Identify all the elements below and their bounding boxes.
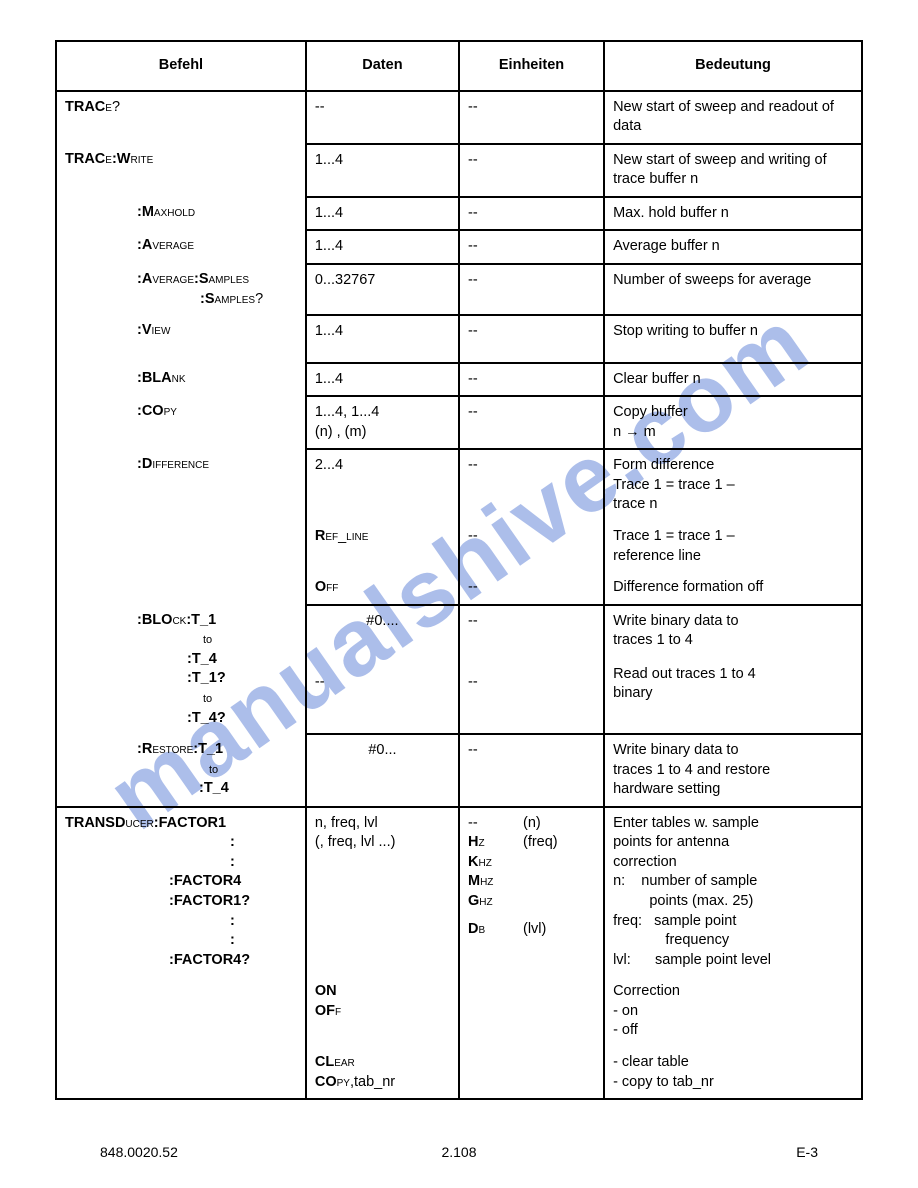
daten: Ref_line bbox=[306, 521, 459, 572]
daten: 1...4 bbox=[306, 315, 459, 363]
daten: 1...4 bbox=[306, 363, 459, 397]
bedeutung: Copy buffer n → m bbox=[604, 396, 862, 449]
cmd: TRAC bbox=[65, 99, 105, 115]
header-befehl: Befehl bbox=[56, 41, 306, 91]
header-bedeutung: Bedeutung bbox=[604, 41, 862, 91]
bedeutung: Average buffer n bbox=[604, 230, 862, 264]
daten: n, freq, lvl (, freq, lvl ...) bbox=[306, 807, 459, 977]
table-row: :BLAnk 1...4 -- Clear buffer n bbox=[56, 363, 862, 397]
header-daten: Daten bbox=[306, 41, 459, 91]
table-header-row: Befehl Daten Einheiten Bedeutung bbox=[56, 41, 862, 91]
einheiten: --(n) Hz(freq) Khz Mhz Ghz Db(lvl) bbox=[459, 807, 604, 977]
bedeutung: Difference formation off bbox=[604, 572, 862, 605]
table-row: :COpy 1...4, 1...4 (n) , (m) -- Copy buf… bbox=[56, 396, 862, 449]
bedeutung: Max. hold buffer n bbox=[604, 197, 862, 231]
einheiten: -- bbox=[459, 315, 604, 363]
einheiten: -- bbox=[459, 572, 604, 605]
einheiten: -- bbox=[459, 449, 604, 521]
daten: #0.... -- bbox=[306, 605, 459, 734]
einheiten: -- bbox=[459, 197, 604, 231]
daten: ON OFf bbox=[306, 976, 459, 1047]
daten: Off bbox=[306, 572, 459, 605]
table-row: :Maxhold 1...4 -- Max. hold buffer n bbox=[56, 197, 862, 231]
header-einheiten: Einheiten bbox=[459, 41, 604, 91]
einheiten: -- bbox=[459, 264, 604, 315]
bedeutung: Write binary data to traces 1 to 4 and r… bbox=[604, 734, 862, 807]
bedeutung: Trace 1 = trace 1 – reference line bbox=[604, 521, 862, 572]
bedeutung: New start of sweep and readout of data bbox=[604, 91, 862, 144]
einheiten: -- bbox=[459, 734, 604, 807]
table-row: TRACe? -- -- New start of sweep and read… bbox=[56, 91, 862, 144]
einheiten bbox=[459, 976, 604, 1047]
einheiten bbox=[459, 1047, 604, 1099]
footer-center: 2.108 bbox=[0, 1144, 918, 1160]
einheiten: -- bbox=[459, 521, 604, 572]
bedeutung: - clear table - copy to tab_nr bbox=[604, 1047, 862, 1099]
einheiten: -- bbox=[459, 144, 604, 197]
daten: 1...4 bbox=[306, 230, 459, 264]
table-row: :Restore:T_1 to :T_4 #0... -- Write bina… bbox=[56, 734, 862, 807]
table-row: :Difference 2...4 -- Form difference Tra… bbox=[56, 449, 862, 521]
bedeutung: Enter tables w. samplepoints for antenna… bbox=[604, 807, 862, 977]
bedeutung: Number of sweeps for average bbox=[604, 264, 862, 315]
document-page: Befehl Daten Einheiten Bedeutung TRACe? … bbox=[0, 0, 918, 1100]
bedeutung: Correction - on - off bbox=[604, 976, 862, 1047]
daten: 2...4 bbox=[306, 449, 459, 521]
bedeutung: Form difference Trace 1 = trace 1 – trac… bbox=[604, 449, 862, 521]
daten: 1...4 bbox=[306, 144, 459, 197]
cmd: TRAC bbox=[65, 151, 105, 167]
daten: #0... bbox=[306, 734, 459, 807]
bedeutung: Stop writing to buffer n bbox=[604, 315, 862, 363]
einheiten: -- bbox=[459, 396, 604, 449]
daten: 0...32767 bbox=[306, 264, 459, 315]
einheiten: -- bbox=[459, 230, 604, 264]
table-row: TRACe:Write 1...4 -- New start of sweep … bbox=[56, 144, 862, 197]
bedeutung: Clear buffer n bbox=[604, 363, 862, 397]
einheiten: -- bbox=[459, 363, 604, 397]
daten: 1...4, 1...4 (n) , (m) bbox=[306, 396, 459, 449]
einheiten: -- bbox=[459, 91, 604, 144]
cmd-sc: e? bbox=[105, 99, 120, 115]
table-row: TRANSDucer:FACTOR1 : : :FACTOR4 :FACTOR1… bbox=[56, 807, 862, 977]
table-row: :View 1...4 -- Stop writing to buffer n bbox=[56, 315, 862, 363]
bedeutung: New start of sweep and writing of trace … bbox=[604, 144, 862, 197]
command-table: Befehl Daten Einheiten Bedeutung TRACe? … bbox=[55, 40, 863, 1100]
table-row: :Average 1...4 -- Average buffer n bbox=[56, 230, 862, 264]
daten: CLear COpy,tab_nr bbox=[306, 1047, 459, 1099]
table-row: :BLOck:T_1 to :T_4 :T_1? to :T_4? #0....… bbox=[56, 605, 862, 734]
daten: 1...4 bbox=[306, 197, 459, 231]
footer-right: E-3 bbox=[796, 1144, 818, 1160]
table-row: :Average:Samples :Samples? 0...32767 -- … bbox=[56, 264, 862, 315]
daten: -- bbox=[306, 91, 459, 144]
bedeutung: Write binary data to traces 1 to 4 Read … bbox=[604, 605, 862, 734]
einheiten: -- -- bbox=[459, 605, 604, 734]
